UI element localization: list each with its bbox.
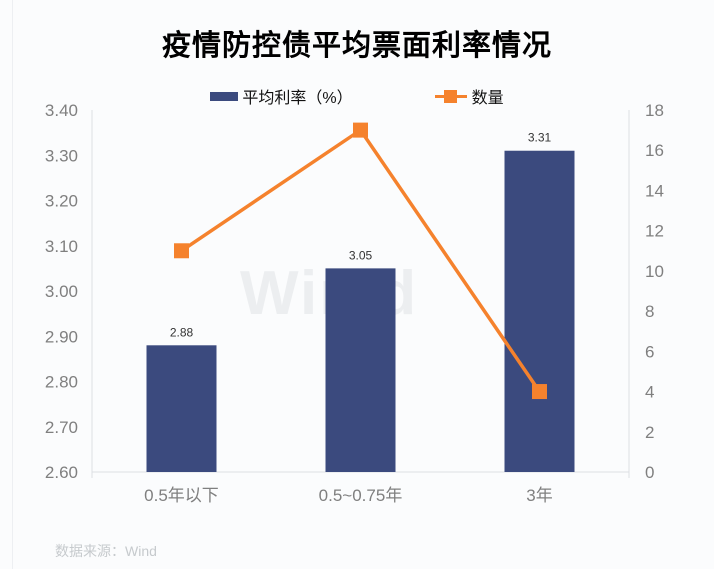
right-axis-tick-label: 14 [645,181,664,200]
legend-item-quantity: 数量 [434,84,504,108]
category-label: 0.5~0.75年 [319,486,403,505]
chart-title: 疫情防控债平均票面利率情况 [161,30,552,62]
quantity-marker [174,243,189,259]
left-axis-tick-label: 3.30 [45,146,78,165]
legend-label-quantity: 数量 [471,90,504,107]
bar-value-label: 3.05 [349,248,373,262]
right-axis-tick-label: 16 [645,141,664,160]
right-axis-tick-label: 6 [645,342,654,361]
legend-item-average-rate: 平均利率（%） [210,84,353,108]
left-axis-tick-label: 2.90 [45,327,78,346]
bar [504,150,575,472]
right-axis-tick-label: 4 [645,383,654,402]
category-label: 3年 [526,486,552,505]
left-axis-tick-label: 2.60 [45,463,78,482]
window-edge-divider [12,0,13,569]
quantity-marker [353,122,368,138]
right-axis-tick-label: 2 [645,423,654,442]
left-axis-tick-label: 3.40 [45,101,78,120]
left-axis-tick-label: 3.00 [45,282,78,301]
category-label: 0.5年以下 [144,486,219,505]
bar [325,268,396,472]
right-axis-tick-label: 8 [645,302,654,321]
bar-series-swatch-icon [210,91,239,101]
left-axis-tick-label: 2.70 [45,418,78,437]
right-axis-tick-label: 10 [645,262,664,281]
right-axis-tick-label: 18 [645,101,664,120]
right-axis-tick-label: 12 [645,222,664,241]
left-axis-tick-label: 3.10 [45,237,78,256]
quantity-marker [532,384,547,400]
line-series-swatch-icon [434,89,467,104]
chart-legend: 平均利率（%） 数量 [0,84,714,108]
right-axis-tick-label: 0 [645,463,654,482]
bar [146,345,217,472]
bar-value-label: 3.31 [528,131,552,145]
data-source-note: 数据来源：Wind [55,543,157,559]
legend-label-average-rate: 平均利率（%） [242,90,353,107]
left-axis-tick-label: 2.80 [45,373,78,392]
left-axis-tick-label: 3.20 [45,192,78,211]
bar-value-label: 2.88 [170,325,194,339]
